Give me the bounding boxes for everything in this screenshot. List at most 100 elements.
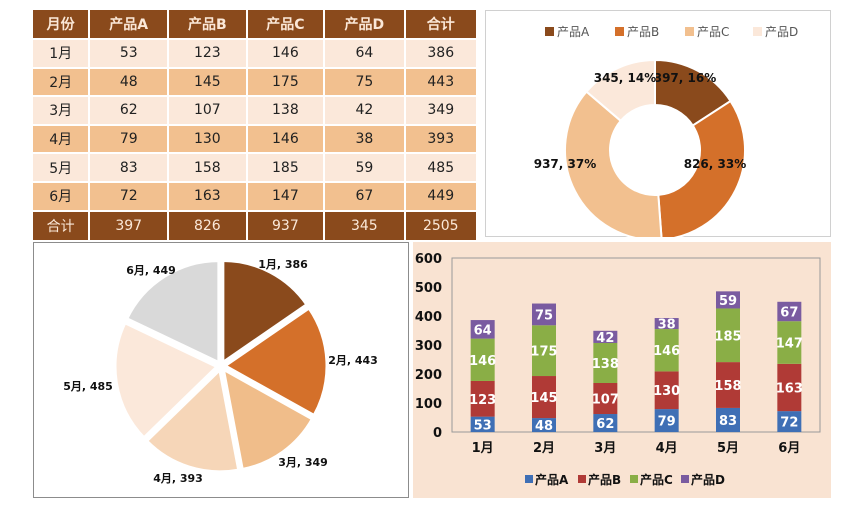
table-cell: 349 bbox=[405, 97, 476, 124]
bar-segment bbox=[593, 382, 618, 415]
data-label: 1月, 386 bbox=[258, 258, 308, 271]
table-cell: 147 bbox=[247, 182, 324, 210]
table-cell: 3月 bbox=[33, 97, 89, 124]
bar-segment bbox=[777, 411, 802, 432]
table-cell: 月份 bbox=[33, 10, 89, 38]
donut-slice bbox=[585, 58, 656, 123]
bar-segment bbox=[716, 308, 740, 363]
donut-chart: 产品A 产品B 产品C 产品D 397, 16% 826, 33% 937, 37% 345,… bbox=[485, 10, 831, 237]
bar-segment bbox=[470, 320, 495, 339]
table-cell: 4月 bbox=[33, 125, 89, 153]
x-tick-label: 1月 bbox=[472, 441, 494, 456]
bar-segment bbox=[532, 376, 556, 419]
data-label: 5月, 485 bbox=[63, 380, 113, 393]
table-row: 4月 79 130 146 38 393 bbox=[33, 125, 476, 153]
donut-slice bbox=[564, 90, 663, 237]
legend-label: 产品A bbox=[535, 472, 569, 487]
table-cell: 123 bbox=[169, 40, 246, 67]
data-label: 345, 14% bbox=[594, 71, 657, 85]
bar-segment bbox=[654, 318, 679, 330]
table-cell: 48 bbox=[90, 68, 168, 96]
data-label: 53 bbox=[474, 418, 492, 433]
table-row: 3月 62 107 138 42 349 bbox=[33, 97, 476, 124]
table-cell: 397 bbox=[90, 211, 168, 240]
y-tick-label: 400 bbox=[415, 310, 442, 325]
table-cell: 合计 bbox=[405, 10, 476, 38]
pie-slice bbox=[124, 259, 221, 365]
bar-segment bbox=[593, 342, 618, 383]
table-cell: 59 bbox=[325, 154, 404, 181]
bar-segment bbox=[532, 418, 556, 432]
bar-segment bbox=[470, 338, 495, 381]
data-label: 107 bbox=[592, 393, 619, 408]
legend-label: 产品B bbox=[588, 472, 621, 487]
table-cell: 2505 bbox=[405, 211, 476, 240]
bar-segment bbox=[716, 407, 740, 432]
table-cell: 1月 bbox=[33, 40, 89, 67]
table-cell: 443 bbox=[405, 68, 476, 96]
bar-segment bbox=[777, 321, 802, 364]
bar-segment bbox=[777, 363, 802, 412]
data-label: 158 bbox=[714, 379, 741, 394]
legend-swatch bbox=[615, 27, 624, 36]
table-cell: 合计 bbox=[33, 211, 89, 240]
y-tick-label: 100 bbox=[415, 397, 442, 412]
bar-segment bbox=[532, 325, 556, 377]
legend-swatch bbox=[681, 475, 689, 483]
bar-segment bbox=[716, 362, 740, 408]
table-cell: 937 bbox=[247, 211, 324, 240]
table-cell: 185 bbox=[247, 154, 324, 181]
data-label: 6月, 449 bbox=[126, 264, 176, 277]
table-row: 2月 48 145 175 75 443 bbox=[33, 68, 476, 96]
table-cell: 107 bbox=[169, 97, 246, 124]
bar-segment bbox=[654, 371, 679, 410]
y-tick-label: 0 bbox=[433, 426, 442, 441]
data-label: 145 bbox=[530, 391, 557, 406]
table-cell: 62 bbox=[90, 97, 168, 124]
table-cell: 485 bbox=[405, 154, 476, 181]
legend-swatch bbox=[545, 27, 554, 36]
table-cell: 138 bbox=[247, 97, 324, 124]
data-label: 146 bbox=[653, 344, 680, 359]
data-label: 138 bbox=[592, 357, 619, 372]
y-tick-label: 500 bbox=[415, 281, 442, 296]
table-cell: 产品B bbox=[169, 10, 246, 38]
y-tick-label: 200 bbox=[415, 368, 442, 383]
data-label: 826, 33% bbox=[684, 157, 747, 171]
table-cell: 53 bbox=[90, 40, 168, 67]
data-label: 79 bbox=[658, 415, 676, 430]
table-cell: 386 bbox=[405, 40, 476, 67]
bar-segment bbox=[654, 329, 679, 372]
data-label: 83 bbox=[719, 414, 737, 429]
table-cell: 67 bbox=[325, 182, 404, 210]
x-tick-label: 2月 bbox=[533, 441, 555, 456]
bar-segment bbox=[716, 291, 740, 309]
table-cell: 75 bbox=[325, 68, 404, 96]
legend-label: 产品B bbox=[627, 25, 659, 39]
data-label: 67 bbox=[780, 306, 798, 321]
legend-swatch bbox=[525, 475, 533, 483]
table-cell: 146 bbox=[247, 125, 324, 153]
data-label: 59 bbox=[719, 294, 737, 309]
data-label: 123 bbox=[469, 393, 496, 408]
table-row: 6月 72 163 147 67 449 bbox=[33, 182, 476, 210]
pie-slice bbox=[221, 258, 309, 366]
legend-swatch bbox=[578, 475, 586, 483]
x-tick-label: 4月 bbox=[656, 441, 678, 456]
plot-area bbox=[451, 257, 821, 433]
table-cell: 145 bbox=[169, 68, 246, 96]
data-table: 月份 产品A 产品B 产品C 产品D 合计 1月 53 123 146 64 386 2月 48 145 17… bbox=[31, 8, 478, 242]
table-cell: 64 bbox=[325, 40, 404, 67]
data-label: 146 bbox=[469, 354, 496, 369]
table-cell: 826 bbox=[169, 211, 246, 240]
bar-segment bbox=[532, 303, 556, 326]
data-label: 2月, 443 bbox=[328, 354, 378, 367]
x-tick-label: 3月 bbox=[594, 441, 616, 456]
legend-swatch bbox=[753, 27, 762, 36]
data-label: 48 bbox=[535, 419, 553, 434]
data-label: 175 bbox=[530, 345, 557, 360]
pie-chart: 1月, 386 2月, 443 3月, 349 4月, 393 5月, 485 6月, 4… bbox=[33, 242, 409, 498]
data-label: 937, 37% bbox=[534, 157, 597, 171]
x-tick-label: 6月 bbox=[778, 441, 800, 456]
pie-slice bbox=[113, 320, 220, 440]
